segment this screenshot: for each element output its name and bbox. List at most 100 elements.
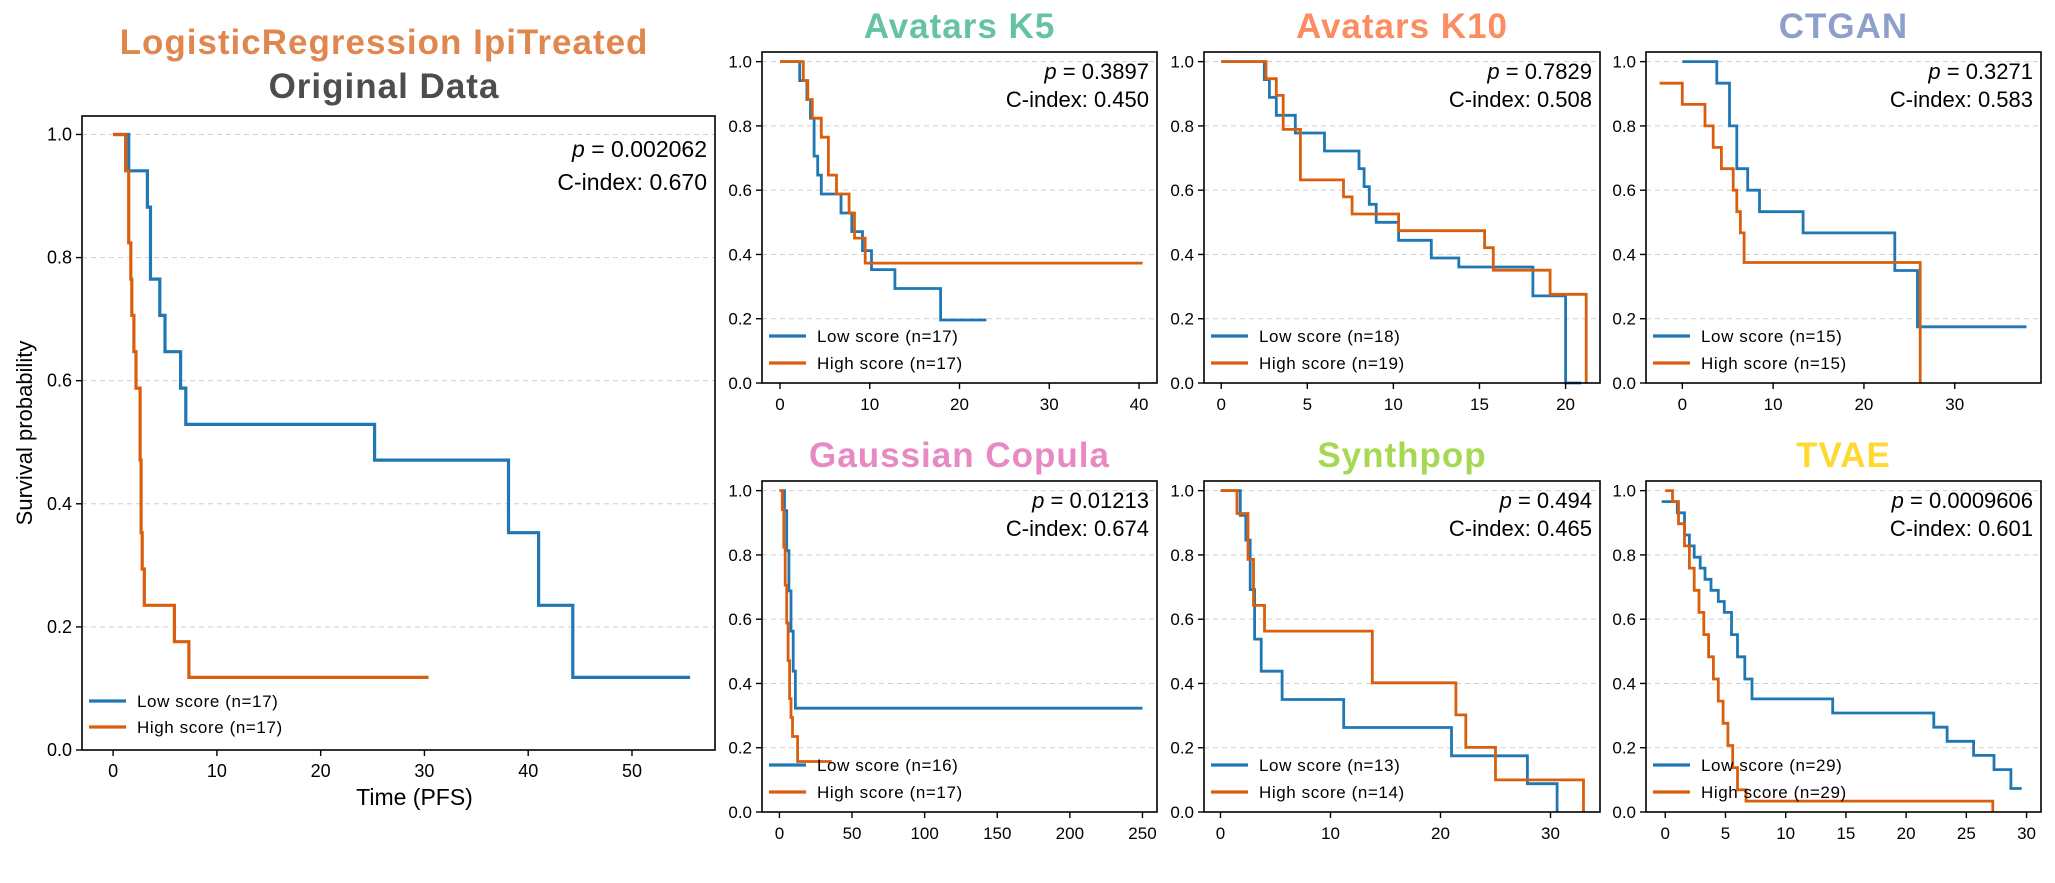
x-tick-label: 20 bbox=[1897, 824, 1916, 843]
y-tick-label: 0.0 bbox=[1170, 803, 1194, 822]
y-tick-label: 0.6 bbox=[728, 181, 752, 200]
y-tick-label: 0.4 bbox=[728, 245, 752, 264]
y-tick-label: 1.0 bbox=[728, 482, 752, 501]
p-value: = 0.3897 bbox=[1057, 59, 1149, 84]
x-tick-label: 10 bbox=[860, 395, 879, 414]
x-axis-label: Time (PFS) bbox=[356, 784, 473, 810]
series-line-low bbox=[113, 132, 691, 679]
p-value: = 0.3271 bbox=[1941, 59, 2033, 84]
y-tick-label: 0.4 bbox=[47, 494, 72, 514]
x-tick-label: 15 bbox=[1836, 824, 1855, 843]
panel-original: 0.0 0.2 0.4 0.6 0.8 1.0 0 10 20 30 40 50 Survival pr… bbox=[12, 115, 716, 810]
x-tick-label: 30 bbox=[2017, 824, 2036, 843]
axes-frame bbox=[761, 480, 1158, 813]
x-tick-label: 10 bbox=[207, 761, 227, 781]
legend-label-low: Low score (n=29) bbox=[1701, 756, 1842, 775]
y-tick-label: 0.6 bbox=[1170, 610, 1194, 629]
p-value: = 0.01213 bbox=[1044, 488, 1149, 513]
p-symbol: p bbox=[1927, 59, 1940, 84]
c-index-annotation: C-index: 0.508 bbox=[1449, 87, 1592, 112]
y-tick-label: 0.8 bbox=[728, 117, 752, 136]
legend-label-low: Low score (n=18) bbox=[1259, 327, 1400, 346]
series-line-high bbox=[1220, 489, 1585, 812]
y-tick-label: 0.8 bbox=[1170, 117, 1194, 136]
legend-label-high: High score (n=19) bbox=[1259, 354, 1405, 373]
panel-title: Avatars K5 bbox=[864, 7, 1056, 46]
y-tick-label: 0.0 bbox=[728, 374, 752, 393]
x-tick-label: 25 bbox=[1957, 824, 1976, 843]
legend-label-low: Low score (n=13) bbox=[1259, 756, 1400, 775]
x-tick-label: 0 bbox=[775, 824, 784, 843]
y-tick-label: 0.8 bbox=[1612, 117, 1636, 136]
axes-frame bbox=[81, 115, 716, 751]
p-symbol: p bbox=[1031, 488, 1044, 513]
x-tick-label: 0 bbox=[1661, 824, 1670, 843]
x-tick-label: 10 bbox=[1764, 395, 1783, 414]
y-tick-label: 0.2 bbox=[728, 310, 752, 329]
p-value-annotation: p = 0.3271 bbox=[1927, 59, 2033, 84]
x-tick-label: 10 bbox=[1384, 395, 1403, 414]
y-tick-label: 0.4 bbox=[1612, 245, 1636, 264]
p-value-annotation: p = 0.002062 bbox=[571, 136, 707, 162]
legend-label-high: High score (n=14) bbox=[1259, 783, 1405, 802]
x-tick-label: 20 bbox=[311, 761, 331, 781]
p-value-annotation: p = 0.0009606 bbox=[1891, 488, 2033, 513]
y-tick-label: 0.6 bbox=[728, 610, 752, 629]
c-index-annotation: C-index: 0.674 bbox=[1006, 516, 1149, 541]
x-tick-label: 30 bbox=[1945, 395, 1964, 414]
y-tick-label: 0.0 bbox=[1612, 803, 1636, 822]
panel-avatars_k10: 0.0 0.2 0.4 0.6 0.8 1.0 0 5 10 15 20 Avatars K10 p =… bbox=[1170, 7, 1601, 414]
series-line-high bbox=[1221, 60, 1588, 383]
panel-avatars_k5: 0.0 0.2 0.4 0.6 0.8 1.0 0 10 20 30 40 Avatars K5 p =… bbox=[728, 7, 1158, 414]
x-tick-label: 20 bbox=[1854, 395, 1873, 414]
p-value-annotation: p = 0.3897 bbox=[1043, 59, 1149, 84]
legend-label-low: Low score (n=17) bbox=[817, 327, 958, 346]
y-tick-label: 0.2 bbox=[1170, 739, 1194, 758]
y-tick-label: 1.0 bbox=[1612, 53, 1636, 72]
series-line-high bbox=[1659, 81, 1922, 383]
p-symbol: p bbox=[571, 136, 585, 162]
series-line-high bbox=[779, 489, 832, 763]
y-tick-label: 1.0 bbox=[1170, 482, 1194, 501]
p-value-annotation: p = 0.01213 bbox=[1031, 488, 1149, 513]
x-tick-label: 30 bbox=[414, 761, 434, 781]
legend-label-low: Low score (n=15) bbox=[1701, 327, 1842, 346]
y-tick-label: 0.8 bbox=[1170, 546, 1194, 565]
x-tick-label: 250 bbox=[1128, 824, 1156, 843]
y-tick-label: 0.2 bbox=[728, 739, 752, 758]
legend-label-low: Low score (n=16) bbox=[817, 756, 958, 775]
y-tick-label: 1.0 bbox=[1170, 53, 1194, 72]
x-tick-label: 20 bbox=[1431, 824, 1450, 843]
x-tick-label: 5 bbox=[1303, 395, 1312, 414]
main-title-line1: LogisticRegression IpiTreated bbox=[120, 23, 649, 62]
panel-synthpop: 0.0 0.2 0.4 0.6 0.8 1.0 0 10 20 30 Synthpop p = 0.4… bbox=[1170, 436, 1601, 843]
y-tick-label: 0.0 bbox=[728, 803, 752, 822]
legend-label-low: Low score (n=17) bbox=[137, 692, 278, 711]
y-tick-label: 0.2 bbox=[1170, 310, 1194, 329]
legend-label-high: High score (n=17) bbox=[817, 354, 963, 373]
y-tick-label: 0.2 bbox=[1612, 739, 1636, 758]
p-value: = 0.7829 bbox=[1500, 59, 1592, 84]
c-index-annotation: C-index: 0.465 bbox=[1449, 516, 1592, 541]
x-tick-label: 100 bbox=[910, 824, 938, 843]
x-tick-label: 15 bbox=[1470, 395, 1489, 414]
y-tick-label: 1.0 bbox=[47, 124, 72, 144]
y-tick-label: 1.0 bbox=[1612, 482, 1636, 501]
legend-label-high: High score (n=29) bbox=[1701, 783, 1847, 802]
y-tick-label: 0.0 bbox=[1612, 374, 1636, 393]
c-index-annotation: C-index: 0.583 bbox=[1890, 87, 2033, 112]
panel-ctgan: 0.0 0.2 0.4 0.6 0.8 1.0 0 10 20 30 CTGAN p = 0.3271… bbox=[1612, 7, 2042, 414]
y-tick-label: 0.4 bbox=[728, 674, 752, 693]
x-tick-label: 40 bbox=[1130, 395, 1149, 414]
x-tick-label: 20 bbox=[950, 395, 969, 414]
series-line-high bbox=[113, 132, 429, 679]
p-value: = 0.0009606 bbox=[1904, 488, 2033, 513]
p-value: = 0.494 bbox=[1512, 488, 1592, 513]
y-tick-label: 0.6 bbox=[47, 371, 72, 391]
panel-title: Gaussian Copula bbox=[809, 436, 1110, 475]
x-tick-label: 0 bbox=[1216, 824, 1225, 843]
c-index-annotation: C-index: 0.601 bbox=[1890, 516, 2033, 541]
